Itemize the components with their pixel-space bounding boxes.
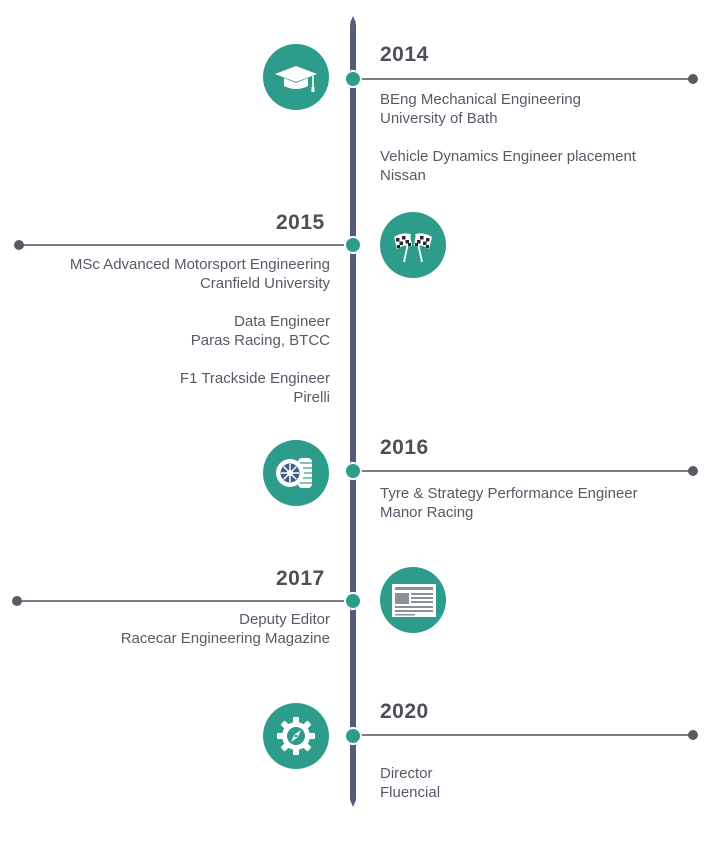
entry: BEng Mechanical Engineering University o…: [380, 90, 636, 128]
milestone-entries: Deputy Editor Racecar Engineering Magazi…: [121, 610, 330, 667]
milestone-entries: BEng Mechanical Engineering University o…: [380, 90, 636, 204]
tyre-icon: [263, 440, 329, 506]
entry-title: BEng Mechanical Engineering: [380, 91, 581, 108]
entry-title: F1 Trackside Engineer: [179, 370, 330, 387]
milestone-end-dot: [14, 240, 24, 250]
milestone-line: [20, 244, 350, 246]
entry: Data Engineer Paras Racing, BTCC: [70, 312, 330, 350]
milestone-line: [356, 470, 691, 472]
milestone-year: 2016: [380, 436, 429, 459]
milestone-year: 2014: [380, 43, 429, 66]
entry: MSc Advanced Motorsport Engineering Cran…: [70, 255, 330, 293]
milestone-node: [344, 70, 362, 88]
milestone-node: [344, 727, 362, 745]
timeline-spine-bottom-cap: [350, 800, 356, 807]
entry: Director Fluencial: [380, 764, 440, 802]
milestone-node: [344, 592, 362, 610]
milestone-end-dot: [12, 596, 22, 606]
entry-title: Vehicle Dynamics Engineer placement: [380, 148, 636, 165]
milestone-entries: MSc Advanced Motorsport Engineering Cran…: [70, 255, 330, 426]
entry: Vehicle Dynamics Engineer placement Niss…: [380, 147, 636, 185]
milestone-year: 2017: [276, 567, 325, 590]
entry-org: University of Bath: [380, 110, 498, 127]
milestone-end-dot: [688, 466, 698, 476]
milestone-node: [344, 462, 362, 480]
gear-compass-icon: [263, 703, 329, 769]
newspaper-icon: [380, 567, 446, 633]
entry-org: Pirelli: [293, 389, 330, 406]
entry-org: Manor Racing: [380, 504, 474, 521]
milestone-end-dot: [688, 74, 698, 84]
entry: Tyre & Strategy Performance Engineer Man…: [380, 484, 638, 522]
checkered-flags-icon: [380, 212, 446, 278]
entry-title: Data Engineer: [234, 313, 330, 330]
milestone-year: 2020: [380, 700, 429, 723]
entry-org: Nissan: [380, 167, 426, 184]
entry-title: Deputy Editor: [239, 611, 330, 628]
milestone-line: [20, 600, 350, 602]
entry-title: Tyre & Strategy Performance Engineer: [380, 485, 638, 502]
entry-title: MSc Advanced Motorsport Engineering: [69, 256, 330, 273]
milestone-entries: Tyre & Strategy Performance Engineer Man…: [380, 484, 638, 541]
graduation-cap-icon: [263, 44, 329, 110]
milestone-end-dot: [688, 730, 698, 740]
entry-title: Director: [380, 765, 433, 782]
milestone-line: [356, 78, 691, 80]
entry: Deputy Editor Racecar Engineering Magazi…: [121, 610, 330, 648]
entry: F1 Trackside Engineer Pirelli: [70, 369, 330, 407]
entry-org: Cranfield University: [199, 275, 330, 292]
timeline-spine-top-cap: [350, 16, 356, 23]
entry-org: Fluencial: [380, 784, 441, 801]
milestone-entries: Director Fluencial: [380, 764, 440, 821]
entry-org: Paras Racing, BTCC: [190, 332, 330, 349]
entry-org: Racecar Engineering Magazine: [120, 630, 330, 647]
milestone-year: 2015: [276, 211, 325, 234]
milestone-node: [344, 236, 362, 254]
milestone-line: [356, 734, 691, 736]
timeline-spine: [350, 22, 356, 802]
